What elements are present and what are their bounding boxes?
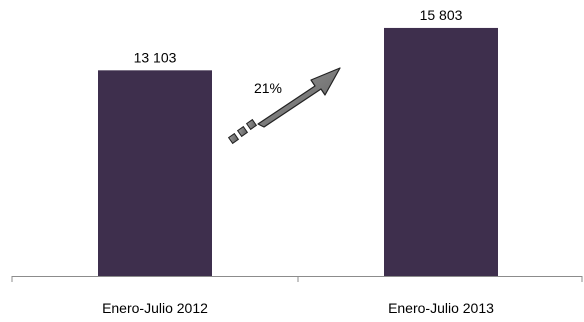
- growth-annotation: 21%: [254, 80, 282, 96]
- x-tick-label: Enero-Julio 2012: [102, 300, 208, 316]
- growth-arrow-icon: [227, 67, 341, 145]
- x-tick-label: Enero-Julio 2013: [388, 300, 494, 316]
- data-label: 13 103: [134, 49, 177, 65]
- bar: [98, 70, 212, 277]
- bar: [384, 27, 498, 276]
- data-label: 15 803: [420, 7, 463, 23]
